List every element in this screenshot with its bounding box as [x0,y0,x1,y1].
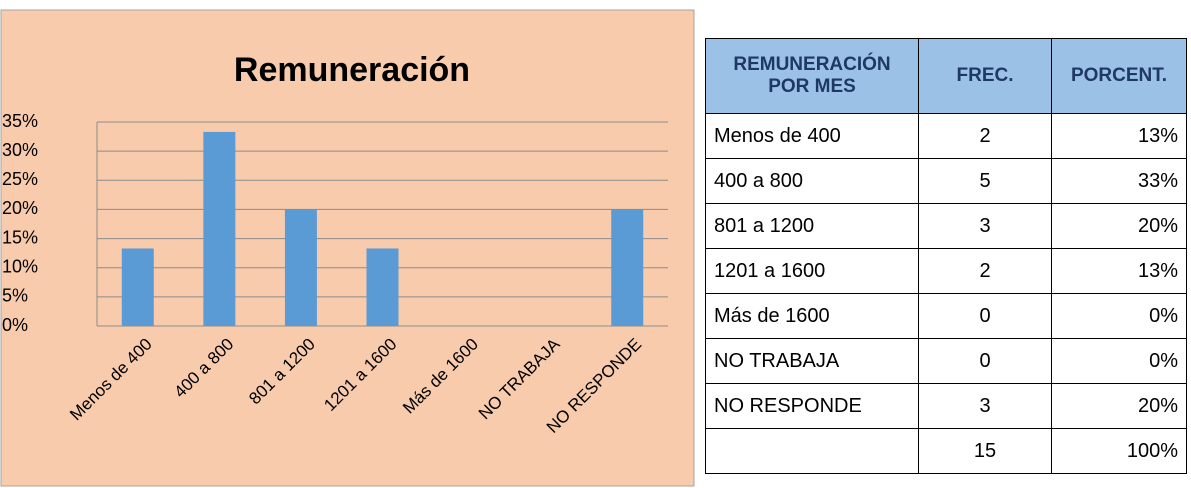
table-cell: 400 a 800 [705,158,919,204]
table-row: Menos de 400 2 13% [705,113,1187,159]
table-body: Menos de 400 2 13% 400 a 800 5 33% 801 a 1200 3… [705,113,1187,474]
table-cell: 5 [918,158,1052,204]
bar [284,209,317,326]
y-tick-label: 25% [2,169,38,189]
y-tick-label: 10% [2,256,38,276]
table-row: 801 a 1200 3 20% [705,203,1187,249]
table-cell [705,428,919,474]
table-cell: NO TRABAJA [705,338,919,384]
y-tick-label: 20% [2,198,38,218]
table-cell: 20% [1051,383,1187,429]
table: REMUNERACIÓN POR MES FREC. PORCENT. Meno… [705,38,1187,474]
table-row: 15 100% [705,428,1187,474]
bar [203,131,236,326]
header-cell: REMUNERACIÓN POR MES [705,38,919,114]
table-cell: 2 [918,113,1052,159]
y-tick-label: 5% [2,286,28,306]
table-row: NO RESPONDE 3 20% [705,383,1187,429]
y-tick-label: 30% [2,140,38,160]
table-row: NO TRABAJA 0 0% [705,338,1187,384]
table-cell: 3 [918,383,1052,429]
table-cell: 33% [1051,158,1187,204]
table-cell: 801 a 1200 [705,203,919,249]
bar [366,248,399,326]
table-cell: 100% [1051,428,1187,474]
header-cell: PORCENT. [1051,38,1187,114]
table-row: 1201 a 1600 2 13% [705,248,1187,294]
table-cell: Más de 1600 [705,293,919,339]
table-cell: 0 [918,338,1052,384]
table-cell: 0 [918,293,1052,339]
table-cell: Menos de 400 [705,113,919,159]
table-cell: 15 [918,428,1052,474]
table-cell: 3 [918,203,1052,249]
chart-title: Remuneración [234,51,470,89]
chart: Remuneración 0%5%10%15%20%25%30%35%Menos… [0,9,695,487]
table-cell: 2 [918,248,1052,294]
table-row: 400 a 800 5 33% [705,158,1187,204]
bar [121,248,154,326]
y-tick-label: 0% [2,315,28,335]
table-cell: 13% [1051,113,1187,159]
table-cell: 20% [1051,203,1187,249]
table-cell: 13% [1051,248,1187,294]
y-tick-label: 15% [2,227,38,247]
table-cell: 1201 a 1600 [705,248,919,294]
table-cell: 0% [1051,293,1187,339]
header-row: REMUNERACIÓN POR MES FREC. PORCENT. [705,38,1187,114]
table-row: Más de 1600 0 0% [705,293,1187,339]
table-cell: NO RESPONDE [705,383,919,429]
y-tick-label: 35% [2,111,38,131]
chart-background [0,9,695,487]
table-cell: 0% [1051,338,1187,384]
bar [611,209,644,326]
header-cell: FREC. [918,38,1052,114]
